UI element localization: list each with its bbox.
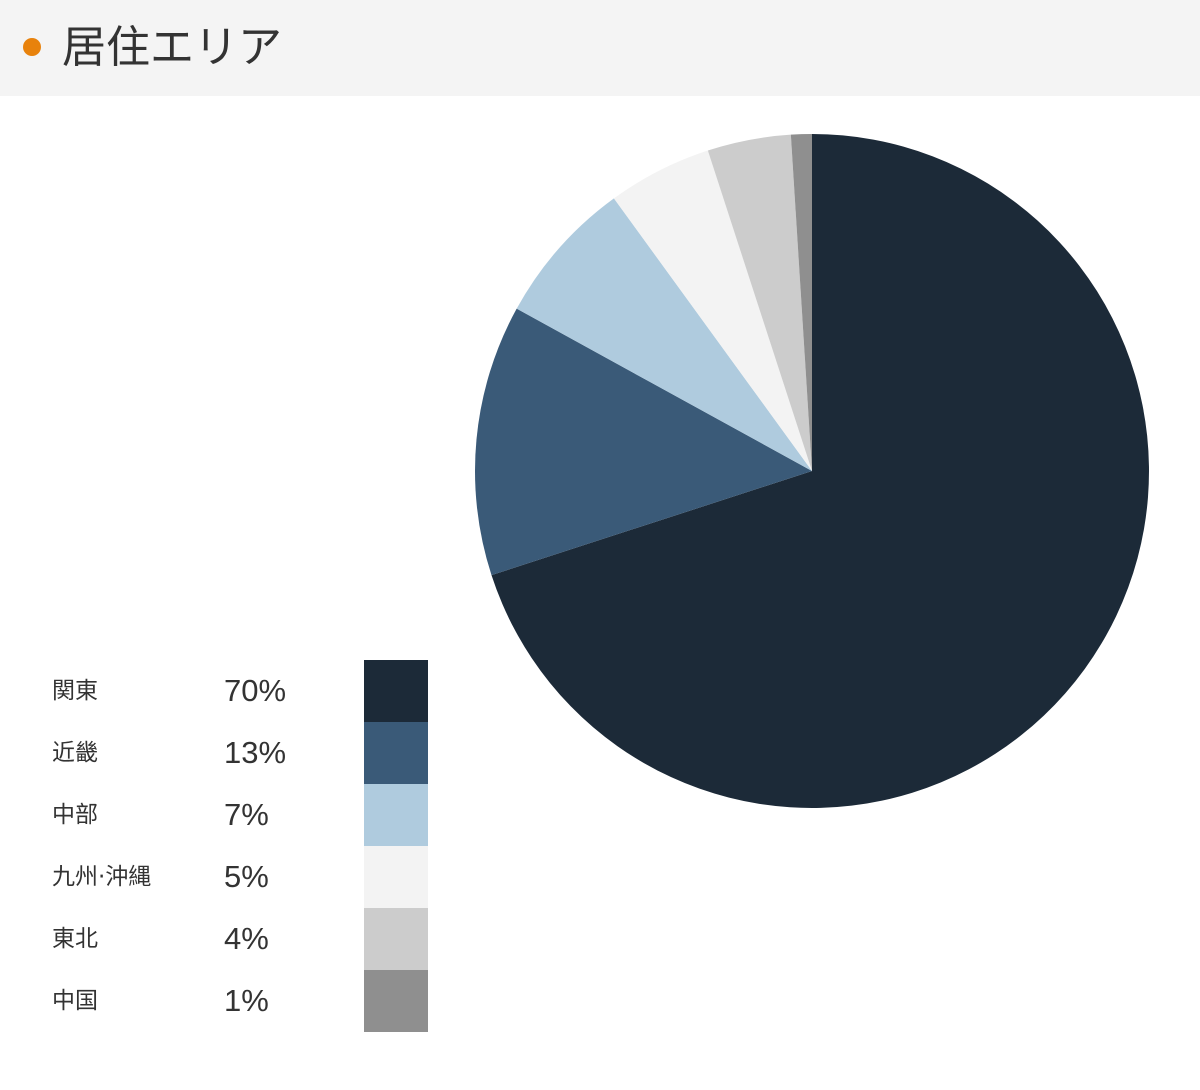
pie-slice-0 [491,134,1149,809]
legend-swatch [364,660,428,722]
legend-item: 中部 7% [0,784,440,846]
legend-label: 関東 [52,678,98,704]
legend-value: 13% [224,735,287,770]
legend-swatch [364,970,428,1032]
pie-slice-2 [516,198,812,471]
legend-value: 5% [224,859,269,894]
legend-label: 東北 [52,926,98,952]
legend-value: 4% [224,921,269,956]
legend-swatch [364,908,428,970]
legend-value: 1% [224,983,269,1018]
legend-item: 東北 4% [0,908,440,970]
legend-swatch [364,846,428,908]
legend-label: 中部 [52,802,98,828]
pie-slice-3 [613,150,812,471]
pie-slice-5 [790,134,812,471]
legend-item: 関東 70% [0,660,440,722]
pie-slice-4 [707,134,812,472]
legend-item: 近畿 13% [0,722,440,784]
page-title: 居住エリア [62,22,282,73]
pie-slices [474,134,1149,809]
legend-swatch [364,784,428,846]
legend-label: 近畿 [52,740,98,766]
page-header: 居住エリア [0,0,1200,96]
legend-swatch [364,722,428,784]
legend-value: 7% [224,797,269,832]
bullet-dot-icon [23,38,41,56]
legend-label: 九州·沖縄 [52,864,152,890]
legend-item: 九州·沖縄 5% [0,846,440,908]
legend-label: 中国 [52,988,98,1014]
pie-slice-1 [474,308,812,576]
legend-value: 70% [224,673,287,708]
legend-item: 中国 1% [0,970,440,1032]
